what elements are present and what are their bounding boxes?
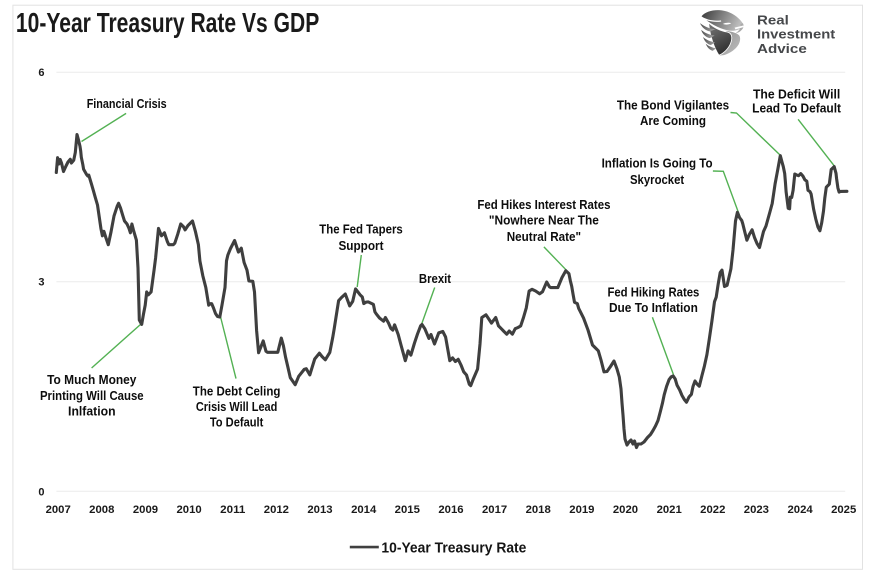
svg-text:10-Year Treasury Rate Vs GDP: 10-Year Treasury Rate Vs GDP <box>16 7 319 38</box>
svg-text:0: 0 <box>38 487 44 499</box>
svg-text:2017: 2017 <box>482 504 507 516</box>
svg-text:Fed Hikes Interest Rates: Fed Hikes Interest Rates <box>477 198 610 212</box>
svg-text:The Bond Vigilantes: The Bond Vigilantes <box>617 99 729 113</box>
svg-text:2016: 2016 <box>438 504 463 516</box>
svg-text:2013: 2013 <box>307 504 332 516</box>
svg-text:Neutral Rate": Neutral Rate" <box>507 230 581 244</box>
svg-text:Skyrocket: Skyrocket <box>630 173 685 187</box>
svg-text:2012: 2012 <box>264 504 289 516</box>
svg-text:Lead To Default: Lead To Default <box>752 102 842 116</box>
svg-text:Real: Real <box>757 12 789 27</box>
svg-text:Advice: Advice <box>757 41 807 56</box>
svg-text:Inlfation: Inlfation <box>68 404 116 418</box>
svg-text:2007: 2007 <box>46 504 71 516</box>
svg-text:2015: 2015 <box>395 504 420 516</box>
svg-text:Are Coming: Are Coming <box>640 114 706 128</box>
svg-text:Inflation Is Going To: Inflation Is Going To <box>602 157 713 171</box>
svg-text:Brexit: Brexit <box>419 272 452 286</box>
svg-text:2009: 2009 <box>133 504 158 516</box>
svg-text:To Default: To Default <box>210 416 264 430</box>
svg-text:Fed Hiking Rates: Fed Hiking Rates <box>607 285 699 299</box>
svg-text:To Much Money: To Much Money <box>47 373 136 387</box>
svg-text:"Nowhere Near The: "Nowhere Near The <box>489 214 599 228</box>
svg-text:The Fed Tapers: The Fed Tapers <box>319 223 403 237</box>
svg-text:Support: Support <box>338 239 384 253</box>
svg-text:2024: 2024 <box>788 504 814 516</box>
svg-text:2022: 2022 <box>700 504 725 516</box>
svg-text:Investment: Investment <box>757 27 836 42</box>
svg-text:2019: 2019 <box>569 504 594 516</box>
svg-text:2018: 2018 <box>526 504 551 516</box>
svg-text:6: 6 <box>38 67 44 79</box>
svg-text:2010: 2010 <box>177 504 202 516</box>
svg-text:2011: 2011 <box>220 504 245 516</box>
svg-text:The Deficit Will: The Deficit Will <box>753 88 840 102</box>
svg-text:Due To Inflation: Due To Inflation <box>609 301 698 315</box>
svg-text:2023: 2023 <box>744 504 769 516</box>
svg-text:Printing Will Cause: Printing Will Cause <box>40 389 144 403</box>
svg-text:2014: 2014 <box>351 504 377 516</box>
svg-text:2021: 2021 <box>657 504 682 516</box>
svg-text:3: 3 <box>38 277 44 289</box>
svg-text:The Debt Celing: The Debt Celing <box>193 384 281 398</box>
svg-text:10-Year Treasury Rate: 10-Year Treasury Rate <box>381 540 526 556</box>
svg-text:Crisis Will Lead: Crisis Will Lead <box>196 400 278 414</box>
svg-text:Financial Crisis: Financial Crisis <box>87 97 167 111</box>
svg-text:2025: 2025 <box>831 504 856 516</box>
svg-text:2020: 2020 <box>613 504 638 516</box>
svg-text:2008: 2008 <box>89 504 114 516</box>
